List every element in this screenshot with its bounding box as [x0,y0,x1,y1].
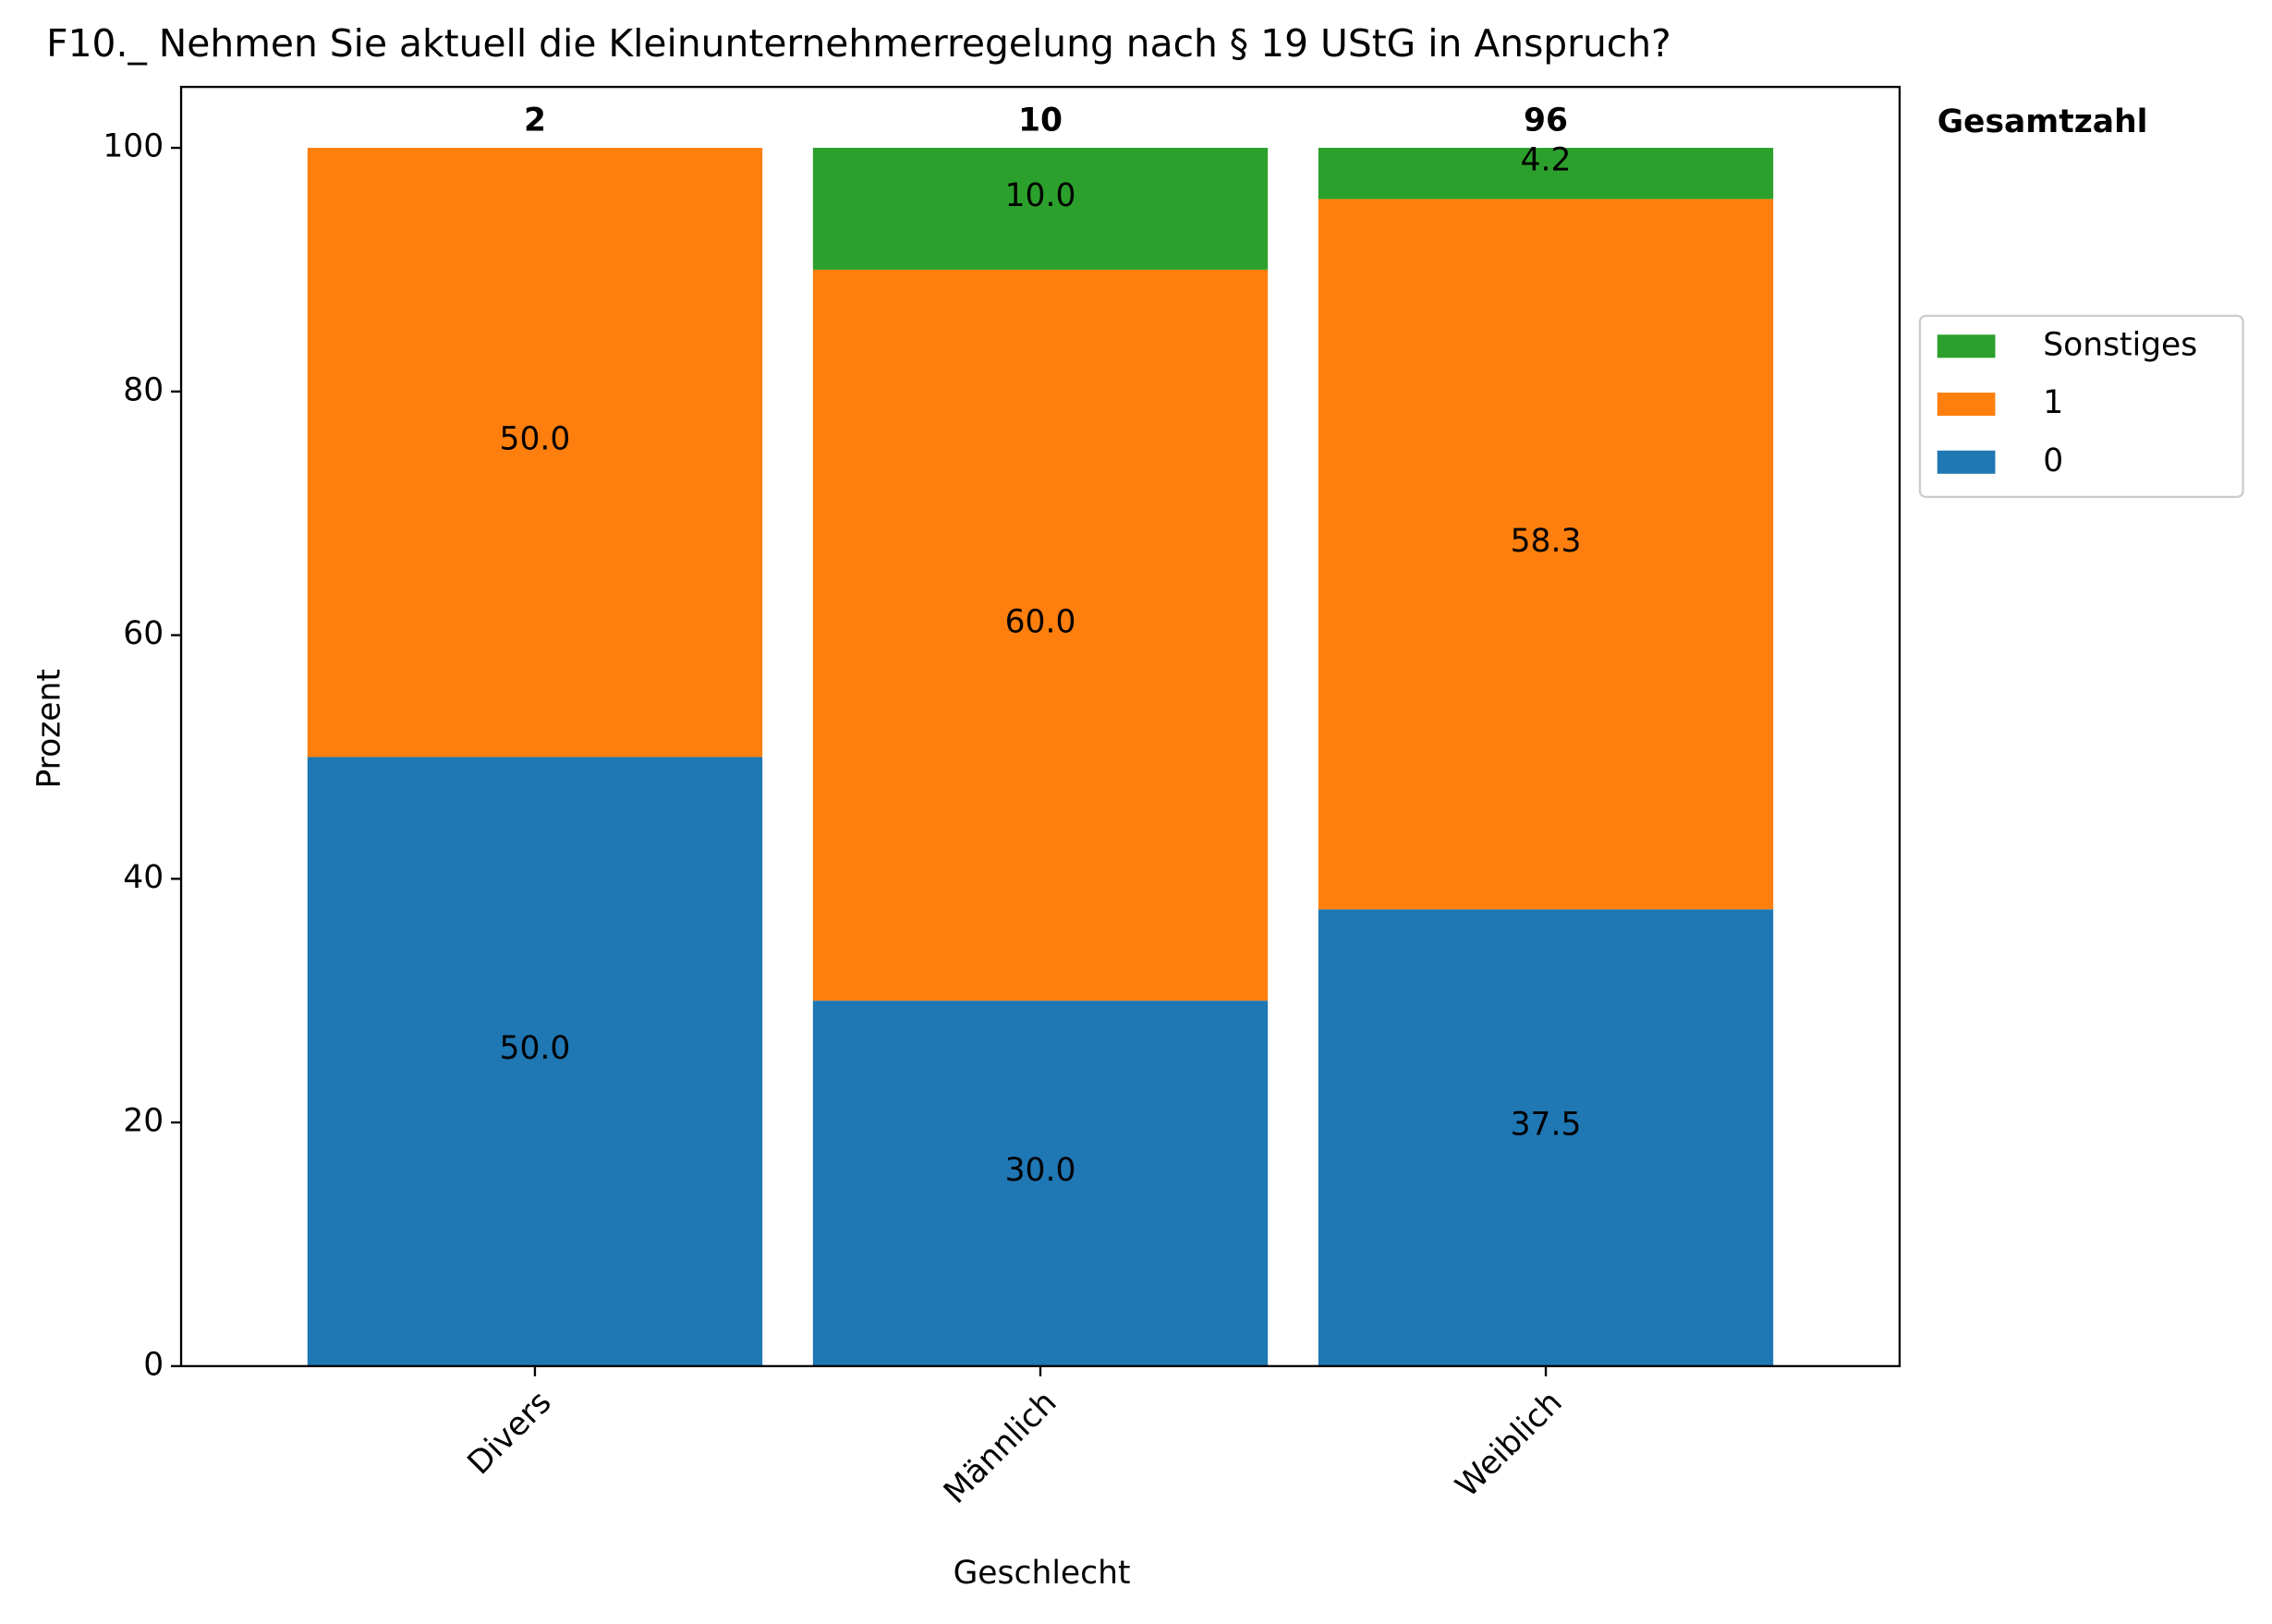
y-tick-label: 60 [123,615,164,652]
plot-frame [179,85,1901,1368]
totals-title: Gesamtzahl [1938,103,2148,140]
legend-swatch [1937,334,1996,358]
bar-segment [1318,148,1774,200]
bar-segment [1318,909,1774,1366]
y-tick-label: 0 [143,1346,164,1383]
bar-segment [307,757,763,1366]
data-label: 37.5 [1511,1107,1582,1144]
bar-segment [812,269,1269,1001]
total-label: 96 [1524,102,1568,139]
y-axis-label: Prozent [30,669,67,788]
data-label: 30.0 [1005,1152,1076,1189]
legend-label: Sonstiges [2043,326,2197,363]
bar-segment [812,1000,1269,1366]
legend-label: 1 [2043,384,2063,421]
data-label: 50.0 [500,1030,571,1067]
bar-segment [1318,199,1774,910]
legend-box [1918,314,2244,499]
data-label: 10.0 [1005,177,1076,214]
y-tick-label: 40 [123,859,164,896]
x-tick-label: Männlich [937,1384,1064,1511]
bar-segment [812,148,1269,270]
x-axis-label: Geschlecht [954,1555,1131,1592]
bar-segment [307,148,763,757]
x-tick-label: Weiblich [1449,1384,1570,1505]
data-label: 58.3 [1511,523,1582,560]
legend-swatch [1937,450,1996,474]
legend-label: 0 [2043,442,2063,479]
x-tick-label: Divers [461,1384,559,1482]
data-label: 60.0 [1005,604,1076,641]
legend-swatch [1937,392,1996,417]
y-tick-label: 80 [123,371,164,408]
y-tick-label: 100 [103,128,164,165]
total-label: 10 [1018,102,1063,139]
data-label: 4.2 [1521,142,1572,179]
chart-title: F10._ Nehmen Sie aktuell die Kleinuntern… [46,21,1671,66]
total-label: 2 [524,102,546,139]
y-tick-label: 20 [123,1103,164,1140]
data-label: 50.0 [500,421,571,458]
